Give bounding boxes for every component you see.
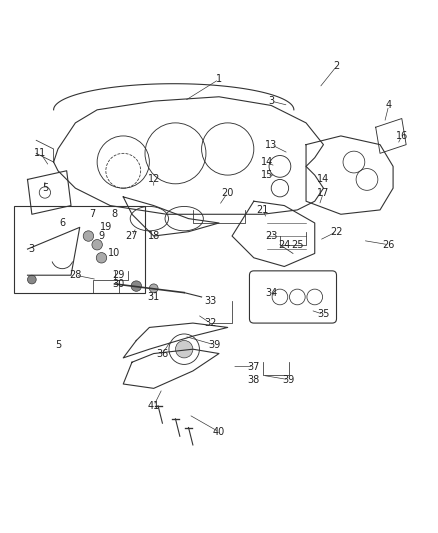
Text: 31: 31 — [148, 292, 160, 302]
Text: 3: 3 — [29, 244, 35, 254]
Text: 39: 39 — [208, 340, 221, 350]
Circle shape — [96, 253, 107, 263]
Text: 9: 9 — [99, 231, 105, 241]
Text: 14: 14 — [317, 174, 329, 184]
Text: 4: 4 — [386, 100, 392, 110]
Text: 26: 26 — [382, 240, 395, 250]
Text: 27: 27 — [126, 231, 138, 241]
Text: 40: 40 — [213, 427, 225, 437]
Text: 2: 2 — [333, 61, 339, 71]
Text: 36: 36 — [156, 349, 169, 359]
Text: 23: 23 — [265, 231, 277, 241]
Bar — [93, 279, 119, 293]
Text: 1: 1 — [216, 75, 222, 84]
Text: 14: 14 — [261, 157, 273, 167]
Text: 35: 35 — [317, 309, 330, 319]
Text: 16: 16 — [396, 131, 408, 141]
Text: 5: 5 — [55, 340, 61, 350]
Text: 24: 24 — [278, 240, 290, 250]
Text: 28: 28 — [69, 270, 81, 280]
Text: 25: 25 — [291, 240, 304, 250]
Text: 15: 15 — [261, 170, 273, 180]
Circle shape — [149, 284, 158, 293]
Text: 17: 17 — [317, 188, 330, 198]
Bar — [14, 206, 145, 293]
Text: 18: 18 — [148, 231, 160, 241]
Text: 29: 29 — [113, 270, 125, 280]
Circle shape — [176, 341, 193, 358]
Text: 22: 22 — [330, 227, 343, 237]
Text: 33: 33 — [204, 296, 216, 306]
Text: 13: 13 — [265, 140, 277, 150]
Text: 34: 34 — [265, 288, 277, 297]
Text: 38: 38 — [248, 375, 260, 385]
Text: 21: 21 — [256, 205, 268, 215]
Text: 7: 7 — [90, 209, 96, 219]
Text: 3: 3 — [268, 96, 274, 106]
Text: 5: 5 — [42, 183, 48, 193]
Circle shape — [131, 281, 141, 292]
Text: 11: 11 — [35, 148, 47, 158]
Circle shape — [28, 275, 36, 284]
Text: 30: 30 — [113, 279, 125, 289]
Text: 39: 39 — [283, 375, 295, 385]
Text: 12: 12 — [148, 174, 160, 184]
Text: 10: 10 — [109, 248, 121, 259]
Text: 37: 37 — [247, 361, 260, 372]
Text: 19: 19 — [100, 222, 112, 232]
Circle shape — [83, 231, 94, 241]
Text: 32: 32 — [204, 318, 216, 328]
Text: 6: 6 — [59, 218, 65, 228]
Text: 20: 20 — [222, 188, 234, 198]
Text: 41: 41 — [148, 401, 160, 411]
Circle shape — [92, 239, 102, 250]
Text: 8: 8 — [112, 209, 118, 219]
